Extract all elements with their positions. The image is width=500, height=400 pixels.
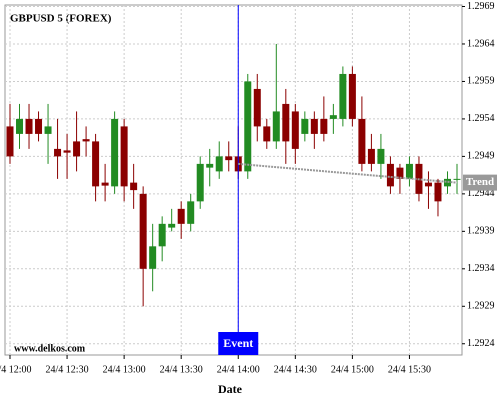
candle-body	[301, 118, 309, 134]
y-tick-label: 1.2949	[467, 151, 495, 162]
candle-body	[329, 115, 337, 119]
candle-body	[35, 118, 43, 134]
candle-body	[453, 178, 461, 180]
candle-body	[291, 111, 299, 149]
candle-body	[44, 126, 52, 134]
candle-body	[225, 156, 233, 161]
candle-body	[244, 81, 252, 172]
candle-body	[196, 163, 204, 202]
candle-body	[206, 163, 214, 168]
event-label: Event	[223, 336, 253, 350]
candle-body	[130, 182, 138, 191]
event-box	[218, 332, 259, 355]
watermark: www.delkos.com	[14, 343, 86, 354]
trend-line	[238, 162, 458, 184]
candle-body	[111, 118, 119, 187]
candle-body	[92, 141, 100, 187]
candle-body	[367, 148, 375, 164]
candle-body	[282, 103, 290, 142]
candle-body	[272, 111, 280, 142]
x-tick-label: 24/4 12:00	[0, 364, 32, 375]
candle-body	[215, 156, 223, 172]
candle-body	[177, 208, 185, 224]
candle-body	[320, 118, 328, 134]
x-tick-label: 24/4 12:30	[46, 364, 89, 375]
candle-body	[434, 182, 442, 202]
candle-body	[339, 73, 347, 119]
candle-body	[386, 163, 394, 187]
x-tick-label: 24/4 13:30	[160, 364, 203, 375]
candle-body	[16, 118, 24, 134]
candle-body	[358, 118, 366, 164]
y-tick-label: 1.2959	[467, 76, 495, 87]
y-tick-label: 1.2934	[467, 263, 495, 274]
x-tick-label: 24/4 13:00	[103, 364, 146, 375]
y-tick-label: 1.2929	[467, 301, 495, 312]
y-tick-label: 1.2964	[467, 38, 495, 49]
chart-title: GBPUSD 5 (FOREX)	[10, 13, 112, 25]
candle-body	[120, 126, 128, 187]
candle-body	[348, 73, 356, 119]
candle-body	[168, 223, 176, 228]
y-tick-label: 1.2969	[467, 1, 495, 12]
candle-body	[82, 139, 90, 142]
y-tick-label: 1.2924	[467, 338, 495, 349]
candle-body	[396, 167, 404, 179]
candle-body	[377, 148, 385, 164]
x-tick-label: 24/4 15:30	[388, 364, 431, 375]
trend-box	[463, 174, 497, 191]
candle-body	[101, 182, 109, 186]
y-tick-label: 1.2939	[467, 226, 495, 237]
y-tick-label: 1.2944	[467, 188, 495, 199]
candle-body	[25, 118, 33, 134]
x-tick-label: 24/4 14:00	[217, 364, 260, 375]
candle-body	[54, 148, 62, 157]
y-tick-label: 1.2954	[467, 113, 495, 124]
candle-body	[73, 141, 81, 157]
candle-body	[424, 182, 432, 187]
candle-body	[6, 126, 14, 157]
x-tick-label: 24/4 14:30	[274, 364, 317, 375]
candle-body	[310, 118, 318, 134]
candle-body	[253, 88, 261, 127]
candle-body	[405, 163, 413, 179]
trend-label: Trend	[466, 176, 494, 188]
x-axis-label: Date	[218, 382, 243, 396]
candle-body	[139, 193, 147, 269]
candle-body	[63, 150, 71, 153]
x-tick-label: 24/4 15:00	[331, 364, 374, 375]
candle-body	[263, 126, 271, 142]
candle-body	[158, 223, 166, 247]
candle-body	[149, 246, 157, 269]
candle-body	[187, 201, 195, 224]
